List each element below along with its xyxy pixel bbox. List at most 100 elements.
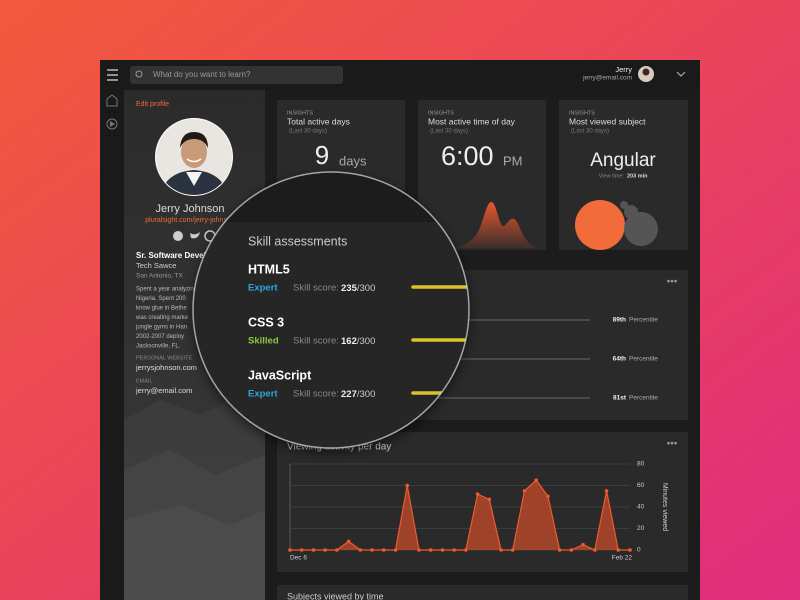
skill-name: HTML5 <box>248 262 290 276</box>
profile-url[interactable]: pluralsight.com/jerry-johnson <box>145 217 235 224</box>
photo-shirt <box>186 172 202 186</box>
search-icon <box>135 70 143 78</box>
x-end-label: Feb 22 <box>612 555 633 562</box>
play-triangle <box>110 121 115 127</box>
activity-point <box>358 548 363 552</box>
activity-point <box>628 548 632 552</box>
score-value: 235 <box>341 283 358 294</box>
activity-point <box>604 489 609 493</box>
skills-title: Skill assessments <box>248 234 347 248</box>
activity-point <box>616 548 621 552</box>
zoomed-card <box>193 222 469 448</box>
magnifier-rim <box>192 171 470 449</box>
insight-unit: days <box>339 153 367 168</box>
score-value: 162 <box>341 336 357 347</box>
search-box[interactable] <box>130 66 343 84</box>
mountain <box>124 505 265 600</box>
dropdown-arrow[interactable] <box>676 71 686 77</box>
play-icon[interactable] <box>106 118 118 130</box>
home-icon[interactable] <box>106 94 118 107</box>
insight-tag: INSIGHTS <box>569 110 595 116</box>
activity-point <box>405 483 410 488</box>
skill-score: 227/300 <box>341 389 375 400</box>
skill-level: Expert <box>248 283 278 294</box>
score-value: 227 <box>341 389 357 400</box>
activity-point <box>593 548 597 552</box>
photo-smile <box>186 158 202 163</box>
activity-point <box>522 489 527 493</box>
skill-score: 235/300 <box>341 283 375 294</box>
twitter-icon[interactable] <box>190 232 200 239</box>
insight-period: (Last 30 days) <box>430 129 468 135</box>
activity-point <box>381 548 386 552</box>
skill-level: Expert <box>248 389 278 400</box>
activity-point <box>569 548 574 552</box>
more-menu[interactable]: ••• <box>667 277 678 288</box>
activity-wave <box>443 201 540 248</box>
subjects-card <box>277 585 688 600</box>
email: jerry@email.com <box>135 386 192 395</box>
y-axis-label: Minutes viewed <box>661 483 668 531</box>
activity-point <box>323 548 327 552</box>
activity-point <box>346 539 351 544</box>
insight-period: (Last 30 days) <box>571 129 609 135</box>
y-tick-label: 0 <box>637 547 641 554</box>
x-start-label: Dec 6 <box>290 555 307 562</box>
bio-line: Spent a year analyzing <box>136 287 197 293</box>
bio: Spent a year analyzing Nigeria. Spent 200… <box>135 287 197 350</box>
bio-line: was creating marke <box>135 315 189 321</box>
insight-period: (Last 30 days) <box>289 129 327 135</box>
insight-tag: INSIGHTS <box>428 110 454 116</box>
github-icon[interactable] <box>173 231 183 241</box>
activity-line <box>290 479 630 551</box>
photo-hair <box>180 132 208 148</box>
y-tick-label: 80 <box>637 461 645 468</box>
activity-point <box>335 548 339 552</box>
insight-title: Most viewed subject <box>569 116 646 126</box>
percentile-word: Percentile <box>629 395 658 402</box>
subject-bubble <box>620 201 628 209</box>
activity-point <box>487 497 492 502</box>
bio-line: Jacksonville, FL. <box>136 344 181 350</box>
magnifier-content: Skill assessments HTML5 Expert Skill score… <box>193 222 469 448</box>
activity-point <box>510 548 515 552</box>
score-max: /300 <box>357 283 376 294</box>
edit-profile-link[interactable]: Edit profile <box>136 101 169 108</box>
activity-point <box>534 478 539 482</box>
activity-point <box>440 548 445 552</box>
skill-name: JavaScript <box>248 368 312 382</box>
subject-bubble <box>624 205 638 219</box>
website[interactable]: jerrysjohnson.com <box>135 363 197 372</box>
location: San Antonio, TX <box>136 273 184 280</box>
activity-point <box>557 548 562 552</box>
user-email: jerry@email.com <box>582 75 632 82</box>
search-placeholder: What do you want to learn? <box>153 70 251 79</box>
activity-point <box>452 548 456 552</box>
more-menu[interactable]: ••• <box>667 439 678 450</box>
percentile-value: 89th <box>613 317 626 324</box>
email-label: EMAIL <box>136 378 153 384</box>
subject-bubble <box>575 200 625 250</box>
bio-line: jungle gyms in Han <box>135 325 187 331</box>
activity-point <box>475 492 480 496</box>
insight-value: Angular <box>590 150 656 171</box>
activity-point <box>288 548 292 552</box>
subject-bubble <box>624 212 658 246</box>
activity-point <box>311 548 316 552</box>
activity-point <box>499 548 503 552</box>
skill-level: Skilled <box>248 336 279 347</box>
insight-title: Total active days <box>287 116 350 126</box>
score-label: Skill score: <box>293 336 339 347</box>
activity-area <box>290 480 630 550</box>
menu-icon[interactable] <box>107 69 118 81</box>
score-label: Skill score: <box>293 283 339 294</box>
activity-chart: 0 20 40 60 80 <box>288 461 645 554</box>
insight-note-label: View time: <box>599 173 625 179</box>
activity-point <box>370 548 374 552</box>
sidebar-mountains <box>124 395 265 600</box>
percentile-value: 64th <box>613 356 626 363</box>
website-label: PERSONAL WEBSITE <box>136 355 192 361</box>
